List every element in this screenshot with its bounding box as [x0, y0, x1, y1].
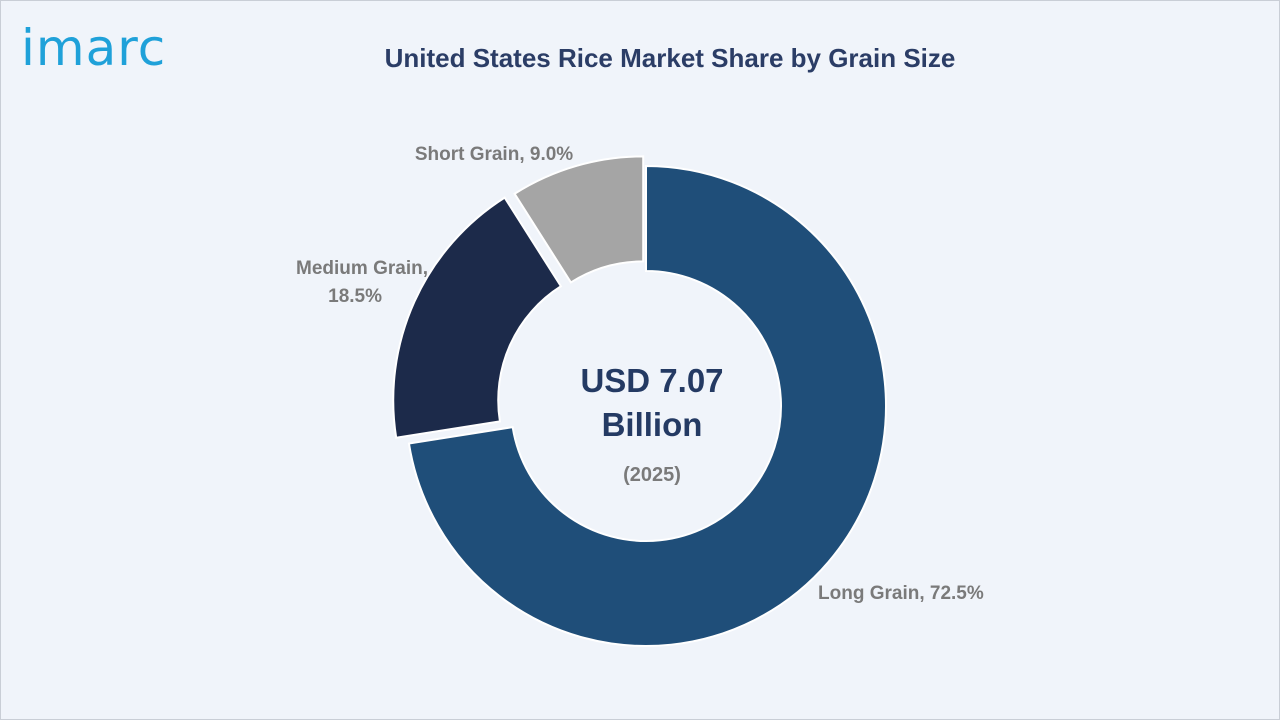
chart-title: United States Rice Market Share by Grain… — [384, 43, 956, 73]
slice-label-medium-grain-line1: Medium Grain, — [296, 258, 428, 279]
donut-slices — [392, 155, 887, 647]
center-year: (2025) — [623, 464, 681, 486]
imarc-logo: imarc — [21, 19, 167, 77]
center-value-line1: USD 7.07 — [580, 362, 723, 399]
slice-long-grain — [407, 164, 887, 647]
slice-label-short-grain: Short Grain, 9.0% — [415, 144, 573, 165]
center-value-line2: Billion — [602, 406, 703, 443]
slice-label-medium-grain-line2: 18.5% — [328, 286, 382, 307]
slice-short-grain — [513, 155, 645, 284]
slice-label-long-grain: Long Grain, 72.5% — [818, 583, 984, 604]
slice-medium-grain — [392, 196, 563, 439]
